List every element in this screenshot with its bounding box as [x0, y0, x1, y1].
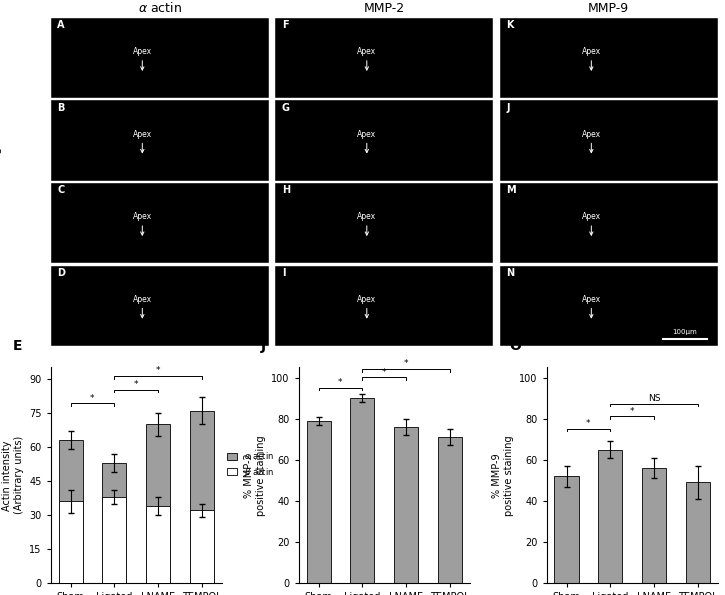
Text: J: J [261, 339, 266, 353]
Text: Apex: Apex [133, 48, 152, 57]
Bar [307, 421, 331, 583]
Text: *: * [382, 368, 386, 377]
Text: *: * [134, 380, 138, 389]
Title: MMP-2: MMP-2 [364, 2, 405, 15]
Bar [350, 398, 374, 583]
Bar [642, 468, 666, 583]
Text: Apex: Apex [133, 130, 152, 139]
Text: *: * [156, 367, 160, 375]
Bar [59, 502, 83, 583]
Bar [102, 463, 126, 583]
Text: B: B [57, 103, 65, 113]
Bar [190, 511, 214, 583]
Text: J: J [506, 103, 510, 113]
Text: K: K [506, 20, 514, 30]
Text: G: G [282, 103, 290, 113]
Legend: $\alpha$ actin, $\beta$ actin: $\alpha$ actin, $\beta$ actin [224, 447, 278, 482]
Bar [438, 437, 462, 583]
Y-axis label: % MMP-2
positive staining: % MMP-2 positive staining [244, 435, 266, 516]
Text: O: O [509, 339, 521, 353]
Text: D: D [57, 268, 65, 278]
Text: Ligated: Ligated [0, 120, 1, 161]
Text: Apex: Apex [357, 48, 376, 57]
Text: 100μm: 100μm [673, 329, 697, 335]
Text: Apex: Apex [581, 295, 601, 304]
Bar [146, 424, 170, 583]
Title: MMP-9: MMP-9 [588, 2, 629, 15]
Bar [555, 476, 579, 583]
Text: H: H [282, 186, 290, 195]
Bar [598, 450, 622, 583]
Text: A: A [57, 20, 65, 30]
Text: E: E [13, 339, 22, 353]
Bar [146, 506, 170, 583]
Bar [686, 483, 710, 583]
Text: I: I [282, 268, 286, 278]
Bar [394, 427, 418, 583]
Text: *: * [630, 407, 634, 416]
Text: *: * [338, 378, 343, 387]
Text: F: F [282, 20, 289, 30]
Text: Sham: Sham [0, 42, 1, 74]
Text: *: * [404, 359, 408, 368]
Text: *: * [587, 419, 591, 428]
Text: Apex: Apex [357, 130, 376, 139]
Text: C: C [57, 186, 65, 195]
Text: N: N [506, 268, 515, 278]
Text: Apex: Apex [581, 212, 601, 221]
Text: Apex: Apex [133, 295, 152, 304]
Y-axis label: Actin intensity
(Arbitrary units): Actin intensity (Arbitrary units) [2, 436, 24, 515]
Y-axis label: % MMP-9
positive staining: % MMP-9 positive staining [492, 435, 514, 516]
Text: M: M [506, 186, 516, 195]
Text: Apex: Apex [581, 48, 601, 57]
Text: Apex: Apex [357, 212, 376, 221]
Text: TEMPOL: TEMPOL [0, 283, 1, 328]
Text: Apex: Apex [357, 295, 376, 304]
Text: Apex: Apex [581, 130, 601, 139]
Title: $\alpha$ actin: $\alpha$ actin [138, 1, 182, 15]
Text: LNAME: LNAME [0, 203, 1, 243]
Text: NS: NS [648, 394, 660, 403]
Bar [59, 440, 83, 583]
Bar [190, 411, 214, 583]
Bar [102, 497, 126, 583]
Text: *: * [90, 394, 95, 403]
Text: Apex: Apex [133, 212, 152, 221]
